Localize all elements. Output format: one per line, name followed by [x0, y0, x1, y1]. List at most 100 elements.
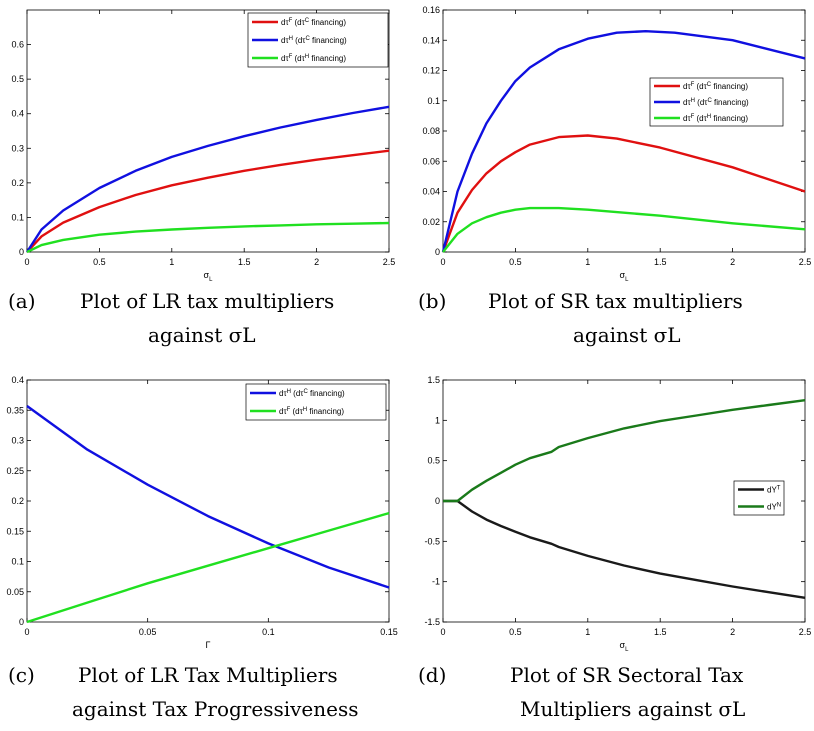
y-tick-label: 0 — [435, 247, 440, 257]
legend-entry: dτF (dτH financing) — [683, 114, 748, 123]
y-tick-label: 1.5 — [427, 375, 440, 385]
x-tick-label: 2.5 — [799, 627, 812, 637]
y-tick-label: 0.6 — [11, 40, 24, 50]
legend-c: dτH (dτC financing) dτF (dτH financing) — [245, 383, 387, 421]
legend-entry: dτF (dτC financing) — [281, 18, 346, 27]
caption-a-label: (a) — [8, 289, 36, 313]
series-line-a-0 — [26, 149, 390, 253]
x-tick-label: 1 — [169, 257, 174, 267]
caption-a-line2: against σL — [148, 323, 256, 347]
legend-entry: dτH (dτC financing) — [683, 98, 749, 107]
y-tick-label: 0 — [19, 247, 24, 257]
legend-entry: dτH (dτC financing) — [281, 36, 347, 45]
caption-d-line1: Plot of SR Sectoral Tax — [510, 663, 744, 687]
x-tick-label: 0 — [440, 627, 445, 637]
y-tick-label: -1.5 — [424, 617, 440, 627]
y-tick-label: 0.12 — [422, 66, 440, 76]
y-tick-label: 0.5 — [427, 456, 440, 466]
y-tick-label: 0 — [435, 496, 440, 506]
y-tick-label: 0.02 — [422, 217, 440, 227]
x-axis-label: σL — [620, 270, 630, 283]
series-line-c-0 — [26, 405, 390, 589]
legend-b: dτF (dτC financing) dτH (dτC financing) dτ… — [649, 77, 784, 127]
plot-frame-b — [442, 9, 806, 253]
x-tick-label: 2 — [730, 257, 735, 267]
x-tick-label: 0.5 — [509, 257, 522, 267]
y-tick-label: 0.05 — [6, 587, 24, 597]
series-line-a-2 — [26, 221, 390, 254]
x-tick-label: 2.5 — [383, 257, 396, 267]
y-tick-label: 0.15 — [6, 526, 24, 536]
legend-box — [733, 480, 785, 516]
x-tick-label: 0.05 — [139, 627, 157, 637]
legend-entry: dτH (dτC financing) — [279, 389, 345, 398]
series-line-d-1 — [443, 399, 806, 503]
y-tick-label: 0.06 — [422, 156, 440, 166]
caption-d-label: (d) — [418, 663, 447, 687]
x-tick-label: 0.5 — [509, 627, 522, 637]
y-tick-label: 1 — [435, 415, 440, 425]
x-tick-label: 1.5 — [654, 627, 667, 637]
caption-a-line1: Plot of LR tax multipliers — [80, 289, 335, 313]
x-tick-label: 0 — [24, 627, 29, 637]
x-tick-label: 2 — [730, 627, 735, 637]
x-tick-label: 2.5 — [799, 257, 812, 267]
caption-b-line2: against σL — [573, 323, 681, 347]
y-tick-label: 0.5 — [11, 74, 24, 84]
x-tick-label: 0.15 — [380, 627, 398, 637]
caption-c-line1: Plot of LR Tax Multipliers — [78, 663, 338, 687]
x-axis-label: σL — [204, 270, 214, 283]
x-tick-label: 1.5 — [654, 257, 667, 267]
legend-entry: dτF (dτH financing) — [281, 54, 346, 63]
series-line-b-2 — [442, 206, 806, 253]
legend-d: dYT dYN — [733, 480, 785, 516]
legend-entry: dYN — [767, 503, 781, 512]
x-tick-label: 0.1 — [262, 627, 275, 637]
y-tick-label: -1 — [432, 577, 440, 587]
x-tick-label: 0 — [24, 257, 29, 267]
y-tick-label: 0.1 — [11, 212, 24, 222]
x-tick-label: 1.5 — [238, 257, 251, 267]
y-tick-label: 0.4 — [11, 375, 24, 385]
y-tick-label: 0.35 — [6, 405, 24, 415]
y-tick-label: 0.08 — [422, 126, 440, 136]
x-tick-label: 1 — [585, 627, 590, 637]
series-line-d-0 — [443, 499, 806, 599]
y-tick-label: 0.14 — [422, 35, 440, 45]
x-tick-label: 0 — [440, 257, 445, 267]
y-tick-label: 0.16 — [422, 5, 440, 15]
series-line-a-1 — [25, 105, 390, 253]
y-tick-label: 0.4 — [11, 109, 24, 119]
x-axis-label: Γ — [206, 640, 211, 650]
series-line-b-0 — [441, 134, 806, 253]
x-tick-label: 2 — [314, 257, 319, 267]
y-tick-label: -0.5 — [424, 536, 440, 546]
legend-entry: dτF (dτH financing) — [279, 407, 344, 416]
y-tick-label: 0 — [19, 617, 24, 627]
legend-entry: dYT — [767, 486, 781, 495]
x-tick-label: 1 — [585, 257, 590, 267]
y-tick-label: 0.3 — [11, 143, 24, 153]
series-line-b-1 — [441, 30, 806, 253]
legend-box — [245, 383, 387, 421]
legend-entry: dτF (dτC financing) — [683, 82, 748, 91]
legend-a: dτF (dτC financing) dτH (dτC financing) dτ… — [247, 12, 389, 68]
chart-d: 0 0.5 1 1.5 2 2.5 -1.5 -1 -0.5 0 0.5 1 1.5 σL dYT dYN — [424, 375, 811, 653]
caption-b-line1: Plot of SR tax multipliers — [488, 289, 743, 313]
y-tick-label: 0.25 — [6, 466, 24, 476]
caption-d-line2: Multipliers against σL — [520, 697, 746, 721]
caption-c-label: (c) — [8, 663, 35, 687]
y-tick-label: 0.1 — [11, 557, 24, 567]
chart-a: 0 0.5 1 1.5 2 2.5 0 0.1 0.2 0.3 0.4 0.5 0.6 σL dτF (dτ… — [11, 9, 396, 283]
plot-frame-a — [26, 9, 390, 253]
y-tick-label: 0.2 — [11, 496, 24, 506]
chart-c: 0 0.05 0.1 0.15 0 0.05 0.1 0.15 0.2 0.25 0.3 0.35 0.… — [6, 375, 397, 650]
x-axis-label: σL — [620, 640, 630, 653]
series-line-c-1 — [26, 511, 390, 624]
y-tick-label: 0.04 — [422, 187, 440, 197]
caption-b-label: (b) — [418, 289, 447, 313]
y-tick-label: 0.3 — [11, 436, 24, 446]
y-tick-label: 0.2 — [11, 178, 24, 188]
chart-b: 0 0.5 1 1.5 2 2.5 0 0.02 0.04 0.06 0.08 0.1 0.12 0.14… — [422, 5, 811, 283]
